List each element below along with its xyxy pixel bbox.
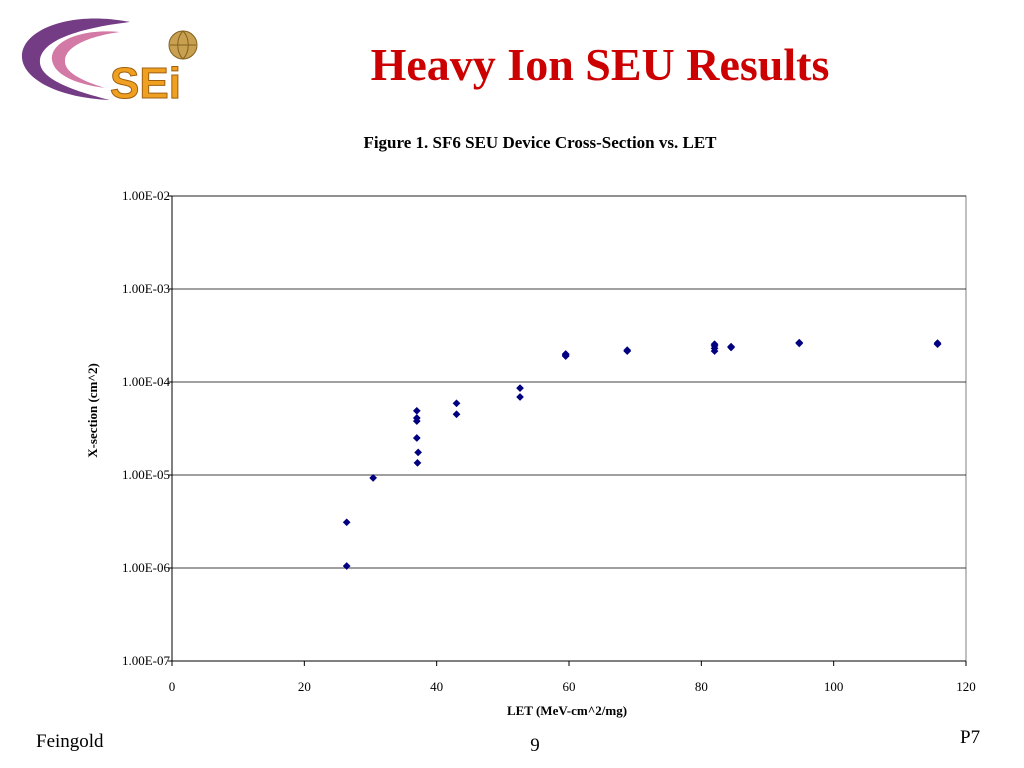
data-point bbox=[412, 406, 421, 415]
footer-page-number: 9 bbox=[530, 735, 540, 756]
data-point bbox=[516, 393, 524, 401]
x-tick-label: 20 bbox=[298, 679, 311, 694]
data-point bbox=[710, 340, 719, 349]
logo-text: SEi bbox=[110, 59, 181, 108]
y-tick-label: 1.00E-05 bbox=[122, 467, 170, 482]
data-point bbox=[412, 414, 421, 422]
footer-author: Feingold bbox=[36, 731, 104, 752]
x-axis-label: LET (MeV-cm^2/mg) bbox=[507, 703, 627, 718]
y-tick-label: 1.00E-04 bbox=[122, 374, 171, 389]
data-point bbox=[561, 350, 570, 358]
y-tick-label: 1.00E-07 bbox=[122, 653, 171, 668]
data-point bbox=[412, 434, 421, 442]
y-tick-label: 1.00E-03 bbox=[122, 281, 170, 296]
x-tick-label: 120 bbox=[956, 679, 976, 694]
data-point bbox=[516, 384, 524, 393]
data-point bbox=[342, 562, 351, 570]
sei-logo: SEi bbox=[21, 18, 198, 109]
data-point bbox=[727, 342, 736, 351]
slide-title: Heavy Ion SEU Results bbox=[370, 39, 830, 90]
data-point bbox=[342, 518, 351, 527]
data-point bbox=[452, 399, 461, 408]
x-tick-label: 80 bbox=[695, 679, 708, 694]
x-tick-label: 40 bbox=[430, 679, 443, 694]
y-tick-label: 1.00E-06 bbox=[122, 560, 171, 575]
data-point bbox=[795, 338, 804, 347]
data-point bbox=[413, 458, 422, 467]
y-axis-label: X-section (cm^2) bbox=[85, 363, 100, 458]
x-tick-label: 60 bbox=[563, 679, 576, 694]
x-tick-label: 0 bbox=[169, 679, 176, 694]
data-point bbox=[452, 410, 461, 419]
logo-swoosh bbox=[21, 18, 130, 100]
footer-slide-code: P7 bbox=[960, 727, 981, 748]
y-tick-label: 1.00E-02 bbox=[122, 188, 170, 203]
chart-title: Figure 1. SF6 SEU Device Cross-Section v… bbox=[363, 133, 717, 152]
x-tick-label: 100 bbox=[824, 679, 844, 694]
data-point bbox=[933, 339, 942, 348]
data-point bbox=[414, 448, 423, 457]
plot-area bbox=[171, 195, 967, 662]
data-point bbox=[623, 346, 632, 355]
data-point bbox=[369, 473, 378, 482]
